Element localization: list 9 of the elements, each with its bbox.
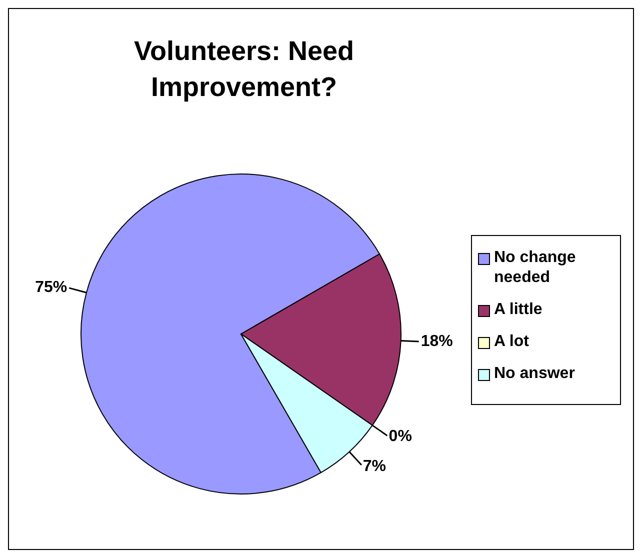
- data-label: 18%: [420, 333, 453, 350]
- data-label: 75%: [35, 278, 68, 296]
- legend-label: A lot: [494, 332, 529, 352]
- legend-label: No change needed: [494, 248, 577, 288]
- data-label: 7%: [362, 458, 386, 475]
- legend-label: A little: [494, 300, 542, 320]
- legend-label: No answer: [494, 364, 575, 384]
- text: 0%: [388, 428, 412, 446]
- chart-title: Volunteers: Need Improvement?: [132, 35, 356, 104]
